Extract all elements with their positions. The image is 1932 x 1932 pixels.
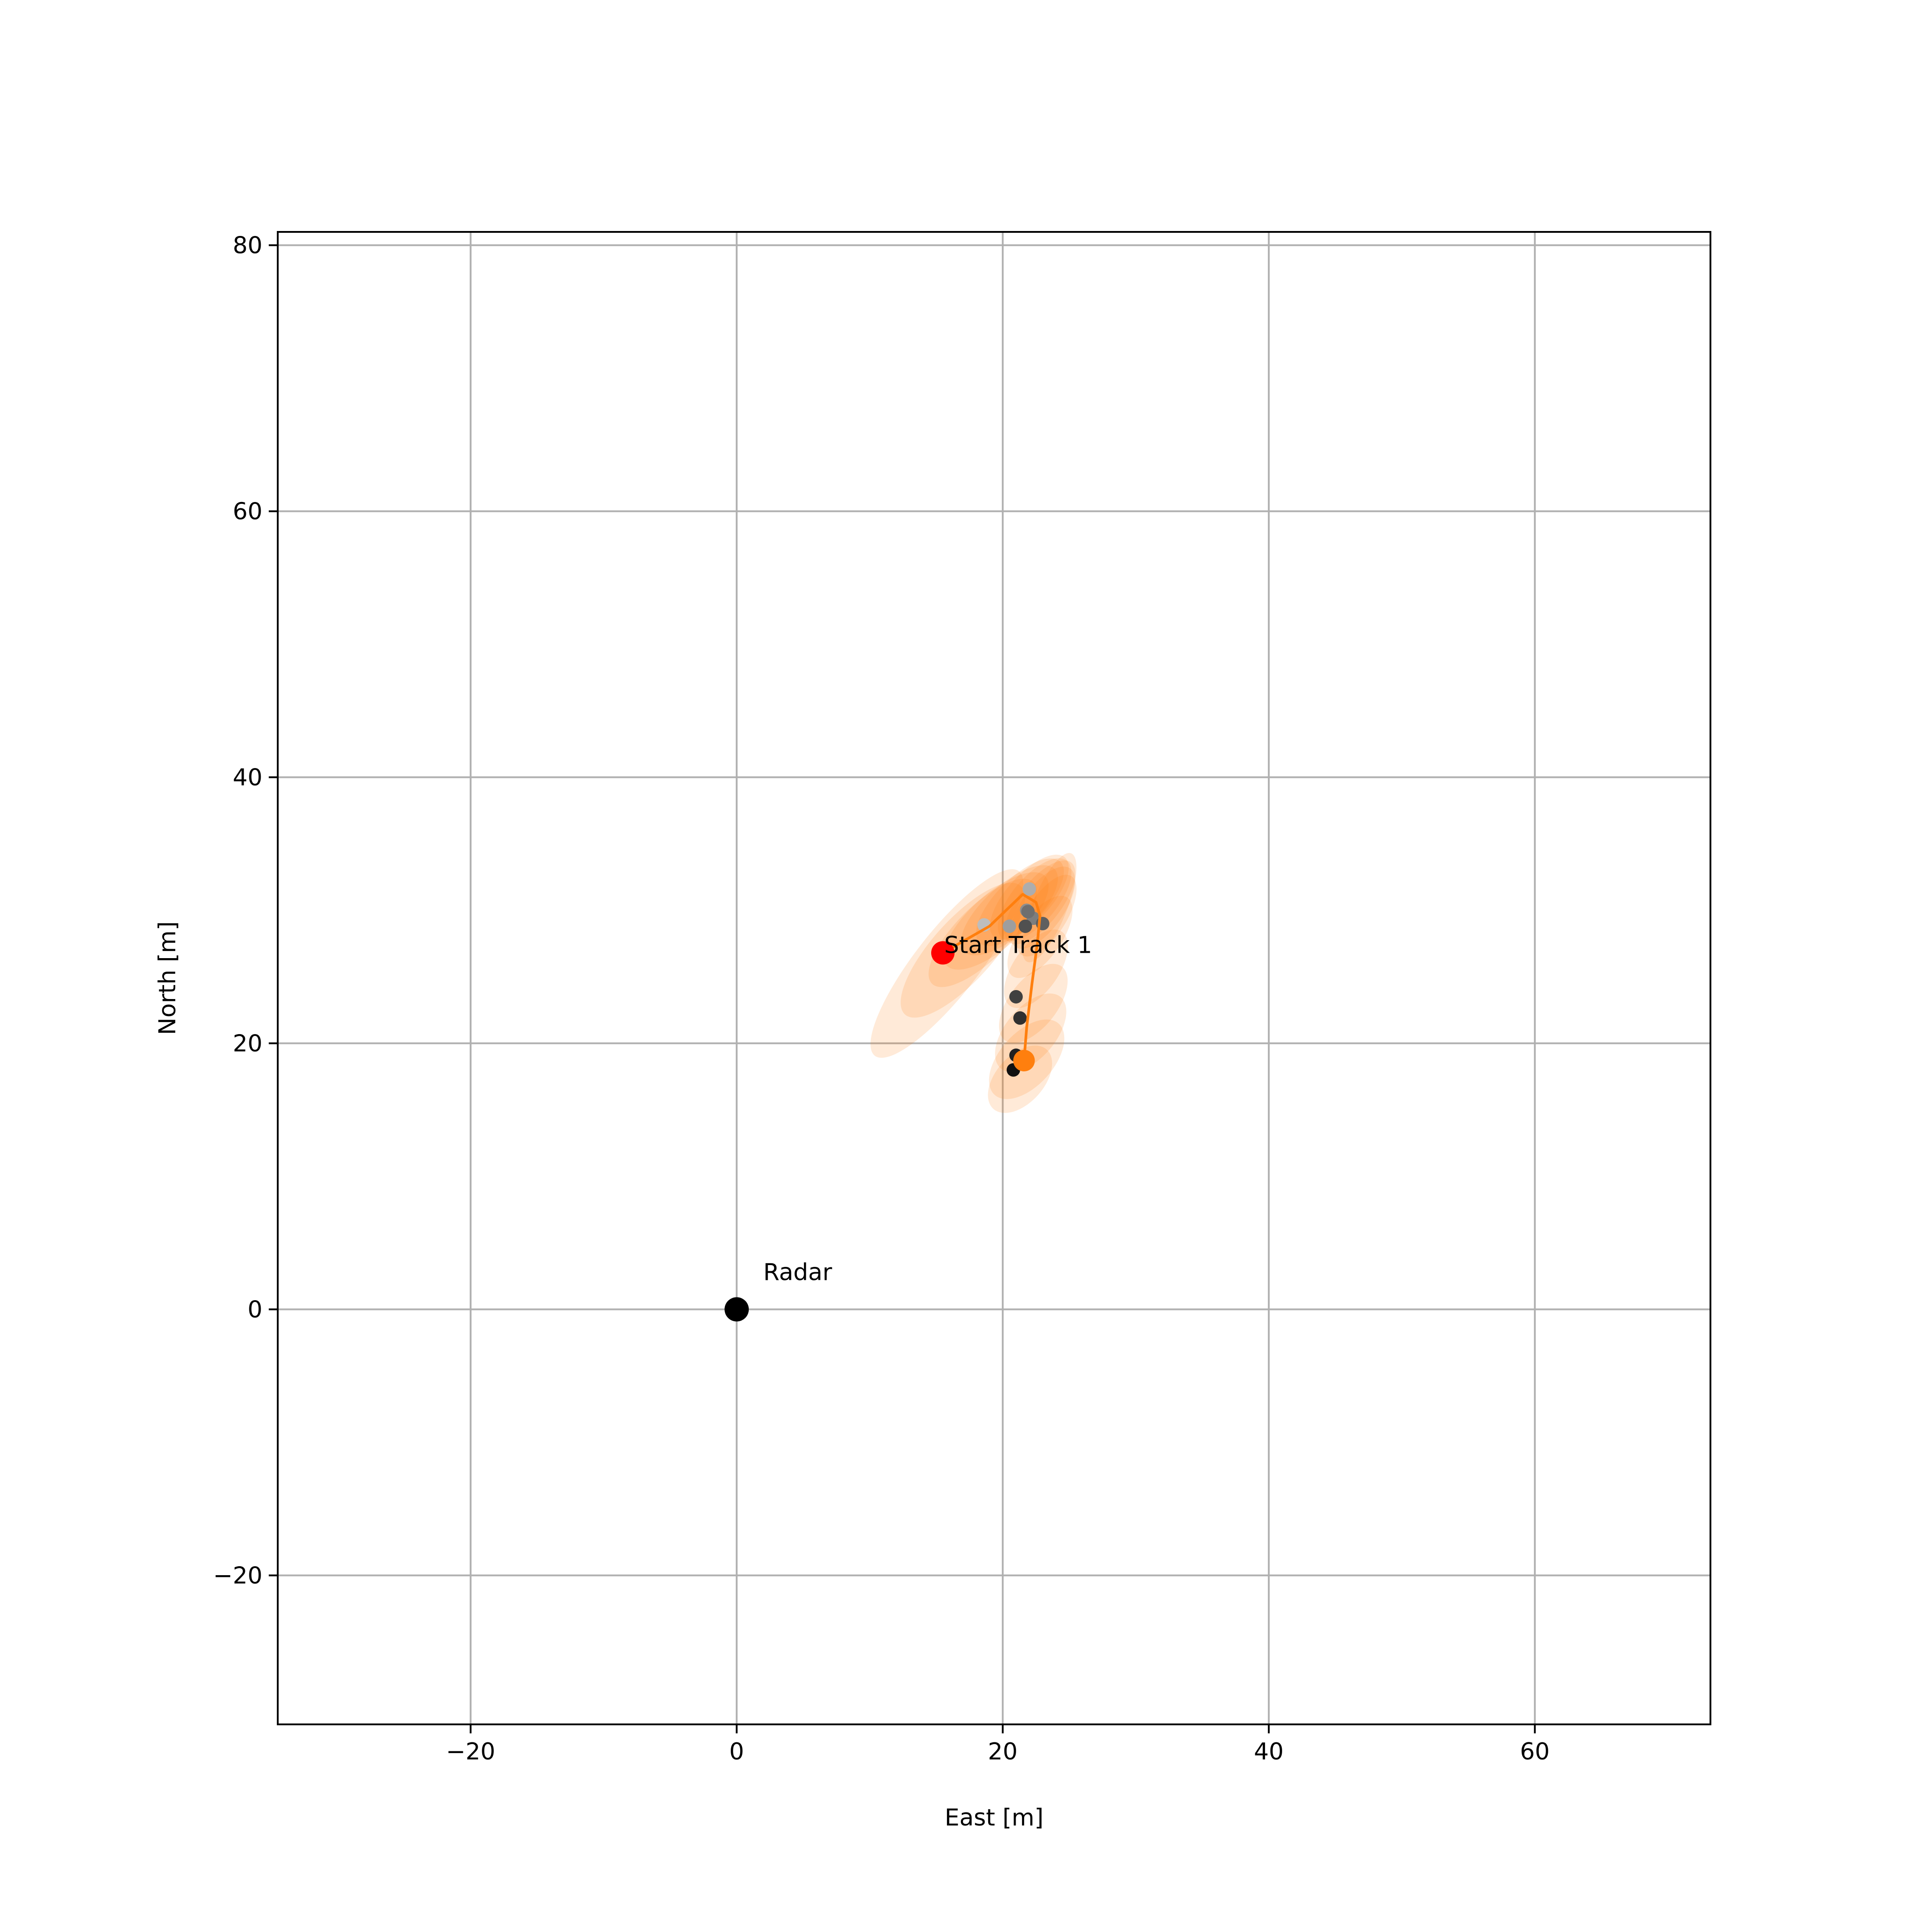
measurement-point bbox=[1022, 882, 1036, 896]
y-tick-label: 40 bbox=[233, 764, 262, 791]
x-tick-label: 0 bbox=[729, 1738, 744, 1765]
covariance-ellipse bbox=[1017, 875, 1077, 957]
measurement-point bbox=[1003, 919, 1017, 933]
y-axis-ticks: −20 0 20 40 60 80 bbox=[213, 232, 278, 1589]
covariance-ellipse bbox=[998, 858, 1072, 941]
covariance-ellipse bbox=[1022, 853, 1077, 963]
x-axis-label: East [m] bbox=[945, 1804, 1044, 1831]
measurement-point bbox=[1009, 990, 1023, 1004]
y-axis-label: North [m] bbox=[154, 921, 181, 1035]
track-line bbox=[942, 893, 1042, 1061]
plot-area bbox=[724, 853, 1077, 1322]
annotation-radar: Radar bbox=[763, 1259, 832, 1286]
y-tick-label: 0 bbox=[248, 1297, 262, 1324]
y-tick-label: 20 bbox=[233, 1030, 262, 1057]
annotation-start-track: Start Track 1 bbox=[944, 932, 1092, 959]
x-tick-label: 20 bbox=[988, 1738, 1017, 1765]
axes-background bbox=[278, 232, 1710, 1724]
measurement-point bbox=[1018, 919, 1032, 933]
y-tick-label: −20 bbox=[213, 1562, 262, 1589]
covariance-ellipse bbox=[988, 1045, 1053, 1113]
covariance-ellipse bbox=[1007, 896, 1073, 978]
covariance-ellipse bbox=[1004, 929, 1068, 1008]
track-start-marker bbox=[931, 941, 955, 965]
axes-frame bbox=[277, 231, 1711, 1725]
track-end-marker bbox=[1013, 1050, 1035, 1072]
y-tick-label: 80 bbox=[233, 232, 262, 259]
x-tick-label: 60 bbox=[1520, 1738, 1550, 1765]
radar-marker bbox=[724, 1297, 749, 1322]
x-tick-label: 40 bbox=[1254, 1738, 1284, 1765]
x-axis-ticks: −20 0 20 40 60 bbox=[446, 1724, 1550, 1765]
x-tick-label: −20 bbox=[446, 1738, 495, 1765]
measurement-point bbox=[1013, 1011, 1027, 1025]
covariance-ellipse bbox=[976, 858, 1064, 946]
grid bbox=[278, 232, 1710, 1724]
y-tick-label: 60 bbox=[233, 498, 262, 525]
measurement-point bbox=[1021, 905, 1035, 919]
covariance-ellipse bbox=[901, 883, 1025, 1018]
